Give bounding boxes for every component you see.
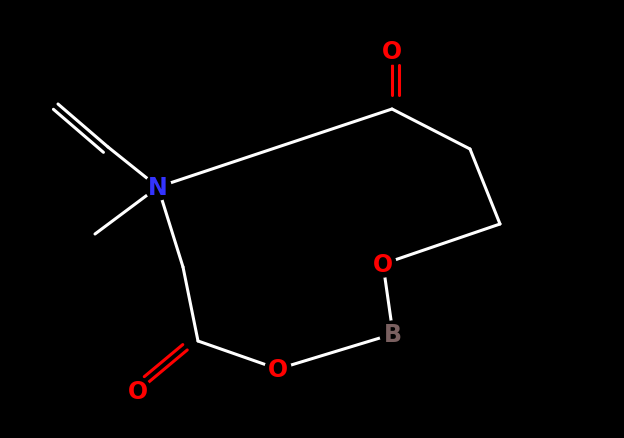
Circle shape xyxy=(370,251,396,277)
Text: O: O xyxy=(382,40,402,64)
Text: B: B xyxy=(384,322,402,346)
Circle shape xyxy=(379,39,405,65)
Circle shape xyxy=(125,378,151,404)
Circle shape xyxy=(265,356,291,382)
Text: N: N xyxy=(148,176,168,200)
Circle shape xyxy=(145,175,171,201)
Text: O: O xyxy=(268,357,288,381)
Text: O: O xyxy=(128,379,148,403)
Circle shape xyxy=(380,321,406,347)
Text: O: O xyxy=(373,252,393,276)
